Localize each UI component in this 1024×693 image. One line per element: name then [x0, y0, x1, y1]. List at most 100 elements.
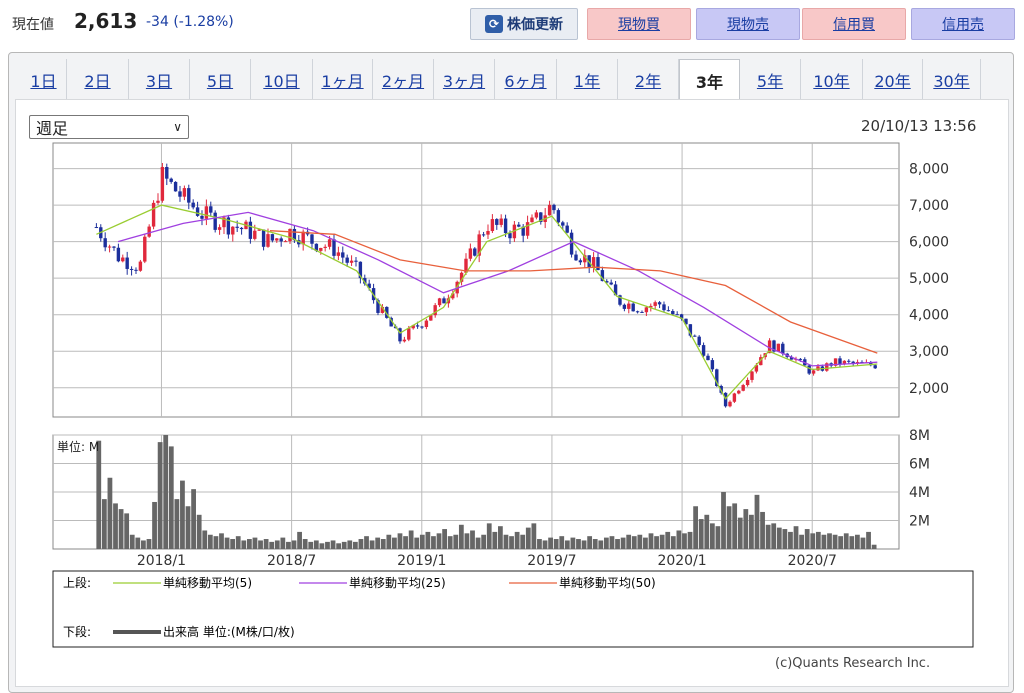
- candle-body: [772, 340, 776, 352]
- tab-10y[interactable]: 10年: [801, 59, 863, 101]
- candle-body: [411, 325, 415, 329]
- volume-bar: [849, 536, 855, 549]
- volume-bar: [754, 494, 760, 549]
- tab-3m[interactable]: 3ヶ月: [434, 59, 495, 101]
- candle-body: [534, 212, 539, 218]
- candle-body: [314, 243, 319, 251]
- period-select[interactable]: 週足 ∨: [29, 115, 189, 139]
- tab-2y[interactable]: 2年: [618, 59, 679, 101]
- volume-bar: [765, 524, 771, 549]
- volume-bar: [553, 539, 559, 549]
- volume-y-tick-label: 8M: [909, 428, 930, 444]
- price-change: -34 (-1.28%): [146, 14, 234, 30]
- candle-body: [569, 232, 574, 255]
- refresh-icon: ⟳: [485, 15, 503, 33]
- volume-y-tick-label: 4M: [909, 485, 930, 501]
- quote-header: 現在値 2,613 -34 (-1.28%) ⟳ 株価更新 現物買 現物売 信用…: [0, 0, 1024, 48]
- candle-body: [847, 360, 851, 362]
- volume-bar: [219, 533, 224, 549]
- candle-body: [354, 260, 358, 262]
- tab-10d[interactable]: 10日: [251, 59, 313, 101]
- tab-1m[interactable]: 1ヶ月: [313, 59, 373, 101]
- volume-bar: [854, 534, 860, 549]
- tab-2m[interactable]: 2ヶ月: [373, 59, 434, 101]
- refresh-price-label: 株価更新: [507, 17, 563, 33]
- candle-body: [209, 206, 213, 213]
- volume-bars: [96, 435, 877, 549]
- price-y-tick-label: 5,000: [909, 271, 949, 287]
- candle-body: [539, 212, 543, 223]
- volume-bar: [726, 506, 732, 549]
- volume-bar: [643, 537, 648, 549]
- volume-bar: [380, 539, 386, 549]
- candle-body: [477, 234, 481, 256]
- candle-body: [349, 260, 354, 263]
- candle-body: [838, 358, 842, 365]
- candle-body: [217, 227, 222, 230]
- candle-body: [319, 247, 323, 251]
- volume-bar: [269, 541, 275, 549]
- margin-sell-button[interactable]: 信用売: [911, 8, 1015, 40]
- volume-bar: [475, 537, 481, 549]
- moving-average-lines: [96, 204, 878, 400]
- candle-body: [261, 229, 266, 247]
- tab-6m[interactable]: 6ヶ月: [495, 59, 557, 101]
- candle-body: [596, 257, 600, 271]
- candle-body: [165, 166, 169, 179]
- tab-1y[interactable]: 1年: [557, 59, 618, 101]
- tab-5d[interactable]: 5日: [190, 59, 251, 101]
- volume-bar: [397, 533, 403, 549]
- margin-buy-button[interactable]: 信用買: [802, 8, 906, 40]
- volume-bar: [598, 540, 604, 549]
- tab-3y[interactable]: 3年: [679, 59, 740, 101]
- candle-body: [741, 385, 745, 391]
- candle-body: [125, 257, 129, 269]
- candle-body: [222, 217, 226, 228]
- spot-buy-button[interactable]: 現物買: [587, 8, 691, 40]
- volume-bar: [576, 539, 581, 549]
- candle-body: [442, 298, 446, 304]
- tab-2d[interactable]: 2日: [67, 59, 129, 101]
- volume-bar: [352, 541, 358, 549]
- candle-body: [635, 311, 640, 313]
- tab-30y[interactable]: 30年: [923, 59, 981, 101]
- volume-bar: [749, 514, 754, 549]
- price-y-tick-label: 3,000: [909, 344, 949, 360]
- candle-body: [499, 218, 503, 225]
- spot-sell-button[interactable]: 現物売: [696, 8, 800, 40]
- volume-bar: [709, 523, 715, 549]
- candle-body: [112, 246, 116, 248]
- candle-body: [424, 320, 429, 327]
- candle-body: [653, 302, 657, 306]
- volume-bar: [163, 435, 169, 549]
- price-y-ticks: 8,000 7,000 6,000 5,000 4,000 3,000 2,000: [909, 162, 949, 397]
- volume-bar: [431, 536, 436, 549]
- volume-bar: [838, 536, 844, 549]
- price-plot-frame: [52, 142, 900, 418]
- volume-bar: [570, 537, 576, 549]
- tab-1d[interactable]: 1日: [21, 59, 67, 101]
- tab-20y[interactable]: 20年: [863, 59, 923, 101]
- candle-body: [270, 234, 275, 241]
- candle-body: [275, 238, 279, 241]
- volume-bar: [503, 534, 509, 549]
- volume-bar: [124, 513, 130, 549]
- volume-unit-label: 単位: M: [57, 439, 99, 454]
- volume-bar: [620, 537, 626, 549]
- candle-body: [600, 270, 605, 282]
- tab-3d[interactable]: 3日: [129, 59, 190, 101]
- volume-bar: [308, 541, 314, 549]
- refresh-price-button[interactable]: ⟳ 株価更新: [470, 8, 578, 40]
- volume-bar: [258, 540, 263, 549]
- candle-body: [754, 365, 759, 372]
- volume-bar: [492, 531, 498, 549]
- volume-bar: [447, 536, 453, 549]
- candle-body: [187, 188, 191, 203]
- candle-body: [750, 371, 754, 380]
- candle-body: [591, 257, 596, 269]
- volume-bar: [96, 440, 102, 549]
- candle-body: [103, 238, 107, 248]
- tab-5y[interactable]: 5年: [740, 59, 801, 101]
- volume-bar: [369, 540, 375, 549]
- volume-bar: [670, 536, 676, 549]
